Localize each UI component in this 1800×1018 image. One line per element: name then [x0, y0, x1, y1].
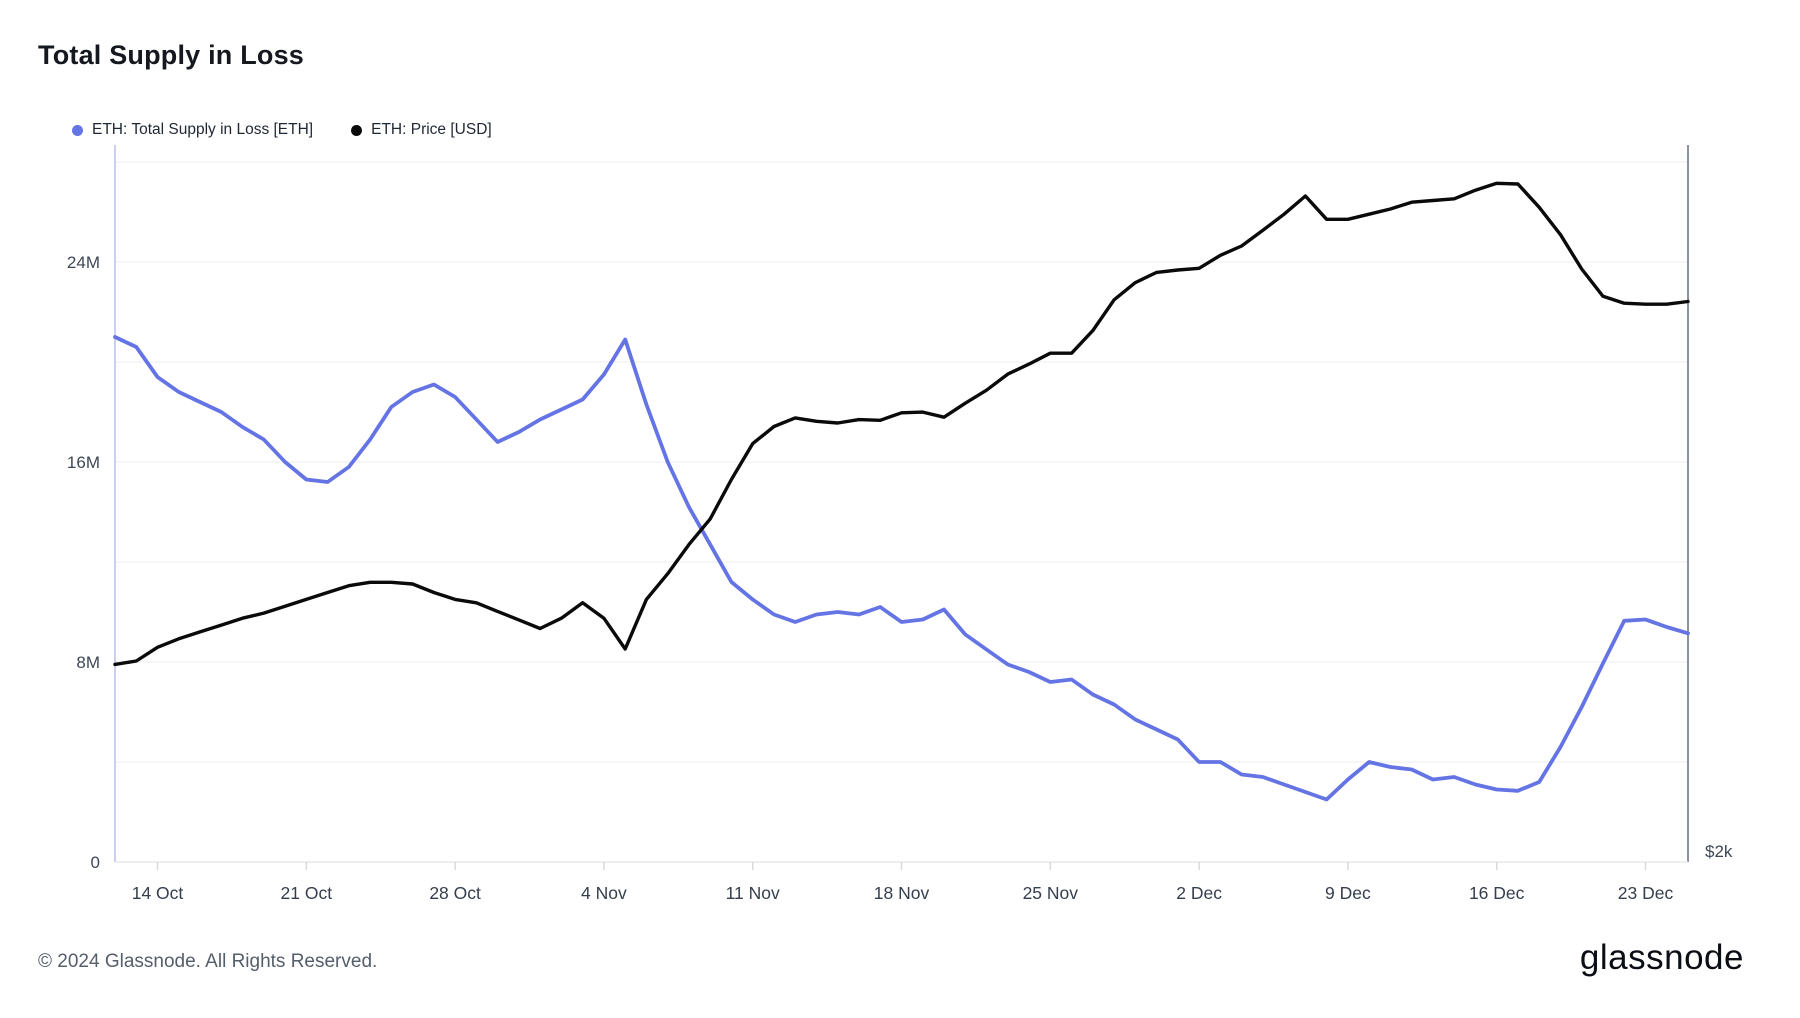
y-axis-tick-label: 24M [67, 253, 100, 272]
x-axis-tick-label: 25 Nov [1023, 883, 1079, 903]
x-axis-tick-label: 2 Dec [1176, 883, 1222, 903]
y-axis-tick-label: 0 [91, 853, 100, 872]
x-axis-tick-label: 18 Nov [874, 883, 930, 903]
legend-label: ETH: Total Supply in Loss [ETH] [92, 121, 314, 138]
chart-legend: ETH: Total Supply in Loss [ETH] ETH: Pri… [72, 121, 492, 139]
x-axis-tick-label: 28 Oct [429, 883, 481, 903]
copyright-text: © 2024 Glassnode. All Rights Reserved. [38, 951, 378, 972]
legend-item-price[interactable]: ETH: Price [USD] [351, 121, 492, 139]
x-axis-tick-label: 23 Dec [1618, 883, 1674, 903]
legend-dot-black-icon [351, 124, 363, 136]
y-axis-tick-label: 16M [67, 453, 100, 472]
x-axis-tick-label: 4 Nov [581, 883, 627, 903]
x-axis-tick-label: 9 Dec [1325, 883, 1371, 903]
page-title: Total Supply in Loss [38, 40, 305, 70]
x-axis-tick-label: 16 Dec [1469, 883, 1525, 903]
glassnode-logo: glassnode [1579, 938, 1744, 977]
x-axis-tick-label: 11 Nov [726, 883, 780, 903]
legend-label: ETH: Price [USD] [371, 121, 492, 138]
price-line[interactable] [113, 181, 1690, 667]
legend-item-supply-in-loss[interactable]: ETH: Total Supply in Loss [ETH] [72, 121, 313, 139]
right-axis-tick-label: $2k [1705, 842, 1733, 861]
y-axis-tick-label: 8M [76, 653, 100, 672]
legend-dot-blue-icon [72, 124, 83, 136]
supply-in-loss-line[interactable] [113, 335, 1690, 802]
x-axis-tick-label: 14 Oct [132, 883, 184, 903]
x-axis-tick-label: 21 Oct [281, 883, 333, 903]
